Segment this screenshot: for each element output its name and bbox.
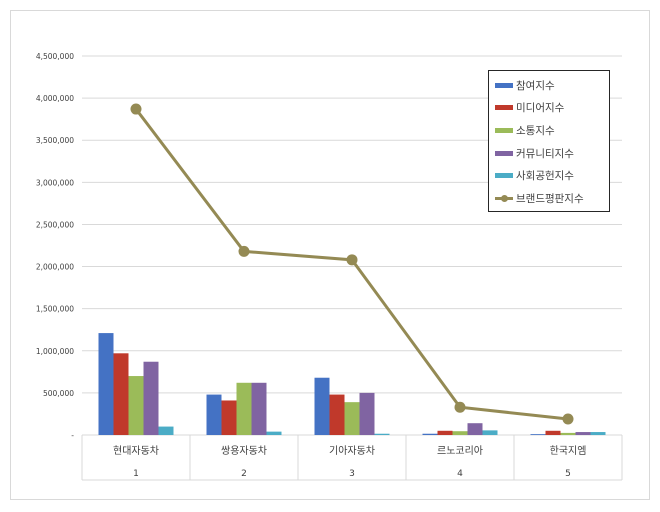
- category-label: 한국지엠: [550, 445, 587, 457]
- category-index: 1: [133, 469, 139, 479]
- legend-item: 브랜드평판지수: [495, 187, 603, 210]
- legend-swatch: [495, 173, 513, 179]
- bar: [221, 400, 237, 435]
- bar: [314, 377, 330, 435]
- y-tick-label: 2,000,000: [36, 263, 74, 272]
- bar: [98, 333, 114, 435]
- legend-item: 소통지수: [495, 119, 603, 142]
- bar: [467, 423, 483, 435]
- line-point: [130, 103, 142, 115]
- bar: [113, 353, 129, 435]
- legend-label: 소통지수: [516, 124, 555, 137]
- legend-item: 참여지수: [495, 74, 603, 97]
- bar: [329, 394, 345, 435]
- bar: [422, 433, 438, 435]
- category-index: 3: [349, 469, 355, 479]
- y-tick-label: 2,500,000: [36, 220, 74, 229]
- bar: [344, 402, 360, 435]
- legend-item: 커뮤니티지수: [495, 142, 603, 165]
- y-tick-label: 500,000: [43, 389, 74, 398]
- legend-swatch: [495, 194, 513, 202]
- bar: [575, 432, 591, 435]
- legend-label: 참여지수: [516, 79, 555, 92]
- y-tick-label: 3,000,000: [36, 178, 74, 187]
- bar: [236, 382, 252, 435]
- y-tick-label: 4,500,000: [36, 52, 74, 61]
- legend-item: 미디어지수: [495, 97, 603, 120]
- bar: [482, 430, 498, 435]
- bar: [143, 361, 159, 435]
- category-label: 현대자동차: [113, 445, 159, 457]
- line-point: [238, 245, 250, 257]
- category-index: 2: [241, 469, 247, 479]
- bar: [437, 430, 453, 435]
- line-point: [346, 254, 358, 266]
- bar: [359, 392, 375, 435]
- y-tick-label: 1,500,000: [36, 305, 74, 314]
- bars: [98, 333, 606, 435]
- legend-label: 브랜드평판지수: [516, 192, 584, 205]
- bar: [560, 432, 576, 435]
- category-index: 4: [457, 469, 463, 479]
- line-point: [562, 413, 574, 425]
- y-tick-label: 1,000,000: [36, 347, 74, 356]
- legend-item: 사회공헌지수: [495, 164, 603, 187]
- category-label: 쌍용자동차: [221, 445, 267, 457]
- bar: [158, 426, 174, 435]
- legend-swatch: [495, 127, 513, 133]
- x-axis-categories: 현대자동차 1 쌍용자동차 2 기아자동차 3 르노코리아 4 한국지엠 5: [113, 445, 586, 479]
- legend-label: 미디어지수: [516, 102, 565, 115]
- bar: [266, 431, 282, 435]
- y-tick-label: 4,000,000: [36, 94, 74, 103]
- category-label: 기아자동차: [329, 445, 375, 457]
- bar: [530, 434, 546, 435]
- legend-swatch: [495, 82, 513, 88]
- legend-swatch: [495, 150, 513, 156]
- legend-label: 사회공헌지수: [516, 170, 574, 183]
- bar: [545, 430, 561, 435]
- bar: [374, 433, 390, 435]
- bar: [206, 394, 222, 435]
- y-tick-label: 3,500,000: [36, 136, 74, 145]
- y-axis-ticks: - 500,000 1,000,000 1,500,000 2,000,000 2,500…: [36, 52, 74, 440]
- category-index: 5: [565, 469, 571, 479]
- bar: [128, 376, 144, 435]
- line-point: [454, 401, 466, 413]
- legend-swatch: [495, 105, 513, 111]
- y-tick-label: -: [71, 431, 74, 440]
- bar: [590, 432, 606, 435]
- category-label: 르노코리아: [437, 445, 483, 457]
- brand-index-line: [130, 103, 574, 425]
- bar: [452, 431, 468, 435]
- bar: [251, 382, 267, 435]
- legend-label: 커뮤니티지수: [516, 147, 574, 160]
